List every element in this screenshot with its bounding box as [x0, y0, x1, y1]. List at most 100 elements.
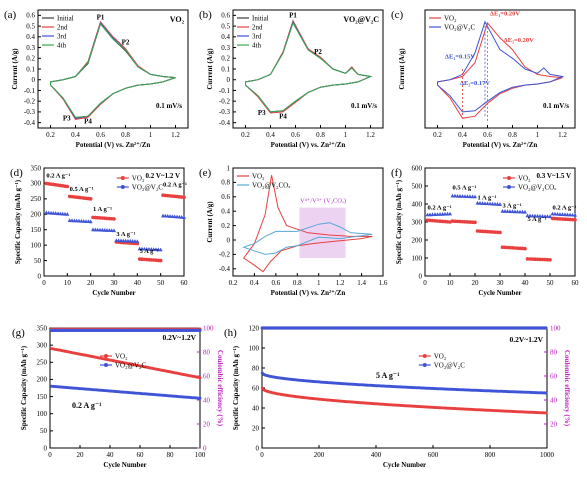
voltage-window-note: 0.2 V~1.2 V	[146, 172, 181, 180]
y-tick-label: 0.1	[26, 65, 35, 73]
legend-entry: VO₂	[518, 175, 531, 183]
peak-label: P1	[289, 12, 297, 20]
delta-e-annotation: ΔE₁=0.20V	[490, 10, 520, 17]
data-point	[548, 214, 552, 219]
legend-entry: VO₂@V₂COₓ	[252, 182, 291, 190]
rate-label: 1 A g⁻¹	[478, 195, 497, 202]
x-tick-label: 0.4	[250, 279, 259, 287]
data-point	[135, 239, 140, 243]
peak-label: P2	[314, 48, 322, 56]
y2-tick-label: 80	[550, 348, 558, 356]
rate-label: 0.2 A g⁻¹	[163, 182, 187, 189]
legend-entry: Initial	[252, 15, 269, 23]
y2-tick-label: 100	[550, 324, 561, 332]
legend-entry: VO₂@V₂C	[444, 24, 475, 32]
data-point	[198, 396, 202, 400]
data-point	[545, 214, 550, 218]
y-tick-label: 350	[31, 164, 42, 172]
x-tick-label: 80	[167, 451, 175, 459]
panel-d: 0 10 20 30 40 50 60 0 50 100 150 200 250 300 350 Cycle …	[10, 164, 188, 297]
x-tick-label: 60	[572, 279, 580, 287]
x-tick-label: 60	[181, 279, 189, 287]
y-tick-label: 350	[37, 324, 48, 332]
x-tick-label: 1.2	[171, 131, 180, 139]
y-tick-label: 0.2	[221, 55, 230, 63]
data-point	[112, 217, 116, 221]
panel-a: 0.2 0.4 0.6 0.8 1 1.2 -0.4 -0.3 -0.2 -0.1 0 0.1 0.2 0…	[4, 9, 189, 149]
data-point	[490, 201, 495, 206]
y2-tick-label: 20	[550, 420, 558, 428]
data-point	[158, 258, 163, 263]
x-tick-label: 1	[536, 131, 540, 139]
data-point	[473, 194, 477, 199]
y-tick-label: -0.4	[219, 119, 231, 127]
y-tick-label: 200	[412, 236, 423, 244]
y-tick-label: 0.4	[221, 33, 230, 41]
y-axis-label: Current (A/g)	[398, 48, 406, 90]
data-point	[525, 213, 530, 218]
peak-label: P2	[122, 38, 130, 46]
scan-rate-note: 0.1 mV/s	[351, 102, 377, 110]
x-tick-label: 1.6	[379, 279, 388, 287]
x-tick-label: 20	[472, 279, 480, 287]
y-axis-label: Specific Capacity (mAh g⁻¹)	[232, 345, 240, 430]
x-axis-label: Potential (V) vs. Zn²⁺/Zn	[271, 289, 346, 297]
x-tick-label: 0	[423, 279, 427, 287]
legend-entry: VO₂	[252, 173, 265, 181]
y-tick-label: 0.8	[221, 179, 230, 187]
data-point	[488, 201, 492, 206]
legend-marker	[104, 354, 108, 358]
y-tick-label: 200	[31, 211, 42, 219]
y-tick-label: 0.1	[221, 65, 230, 73]
y-tick-label: 0.6	[26, 12, 35, 20]
plot-label: VO₂@V₂C	[343, 15, 379, 24]
rate-label: 1 A g⁻¹	[93, 206, 112, 213]
x-tick-label: 10	[64, 279, 72, 287]
data-point	[455, 193, 460, 198]
data-point	[513, 209, 517, 214]
data-point	[544, 391, 548, 395]
x-tick-label: 60	[137, 451, 145, 459]
y-tick-label: 250	[31, 195, 42, 203]
data-point	[463, 194, 467, 198]
data-point	[182, 215, 186, 219]
data-point	[65, 184, 70, 189]
y2-tick-label: 20	[203, 420, 211, 428]
data-point	[568, 212, 572, 217]
x-tick-label: 0	[48, 451, 52, 459]
x-tick-label: 400	[371, 451, 382, 459]
legend-entry: 2nd	[252, 24, 263, 32]
voltage-window-note: 0.3 V~1.5 V	[537, 172, 572, 180]
x-tick-label: 0.4	[71, 131, 80, 139]
x-tick-label: 0.8	[121, 131, 130, 139]
data-point	[493, 201, 497, 206]
data-point	[560, 212, 565, 216]
x-tick-label: 20	[87, 279, 95, 287]
legend-entry: 3rd	[57, 33, 67, 41]
x-tick-label: 0.2	[229, 279, 238, 287]
y-tick-label: 50	[34, 257, 42, 265]
y-axis-label: Specific Capacity (mAh g⁻¹)	[14, 179, 22, 264]
rate-label: 3 A g⁻¹	[116, 231, 135, 238]
panel-letter: (a)	[4, 9, 17, 21]
data-point	[470, 194, 475, 199]
x-tick-label: 1.2	[558, 131, 567, 139]
x-tick-label: 40	[107, 451, 115, 459]
x-tick-label: 0.4	[458, 131, 467, 139]
y-tick-label: 250	[37, 359, 48, 367]
peak-label: P1	[97, 14, 105, 22]
data-point	[450, 193, 455, 198]
x-tick-label: 0	[260, 451, 264, 459]
y-tick-label: 0.2	[26, 55, 35, 63]
x-tick-label: 1.4	[357, 279, 366, 287]
plot-label: VO₂	[170, 15, 185, 24]
y-tick-label: 0	[38, 272, 42, 280]
legend-entry: VO₂@V₂COₓ	[518, 184, 557, 192]
data-point	[498, 202, 502, 206]
y-tick-label: 0.5	[221, 22, 230, 30]
cv-curve	[437, 20, 565, 113]
y2-tick-label: 0	[203, 444, 207, 452]
y-tick-label: 200	[37, 376, 48, 384]
x-axis-label: Cycle Number	[103, 461, 146, 469]
y-tick-label: 1	[227, 164, 231, 172]
